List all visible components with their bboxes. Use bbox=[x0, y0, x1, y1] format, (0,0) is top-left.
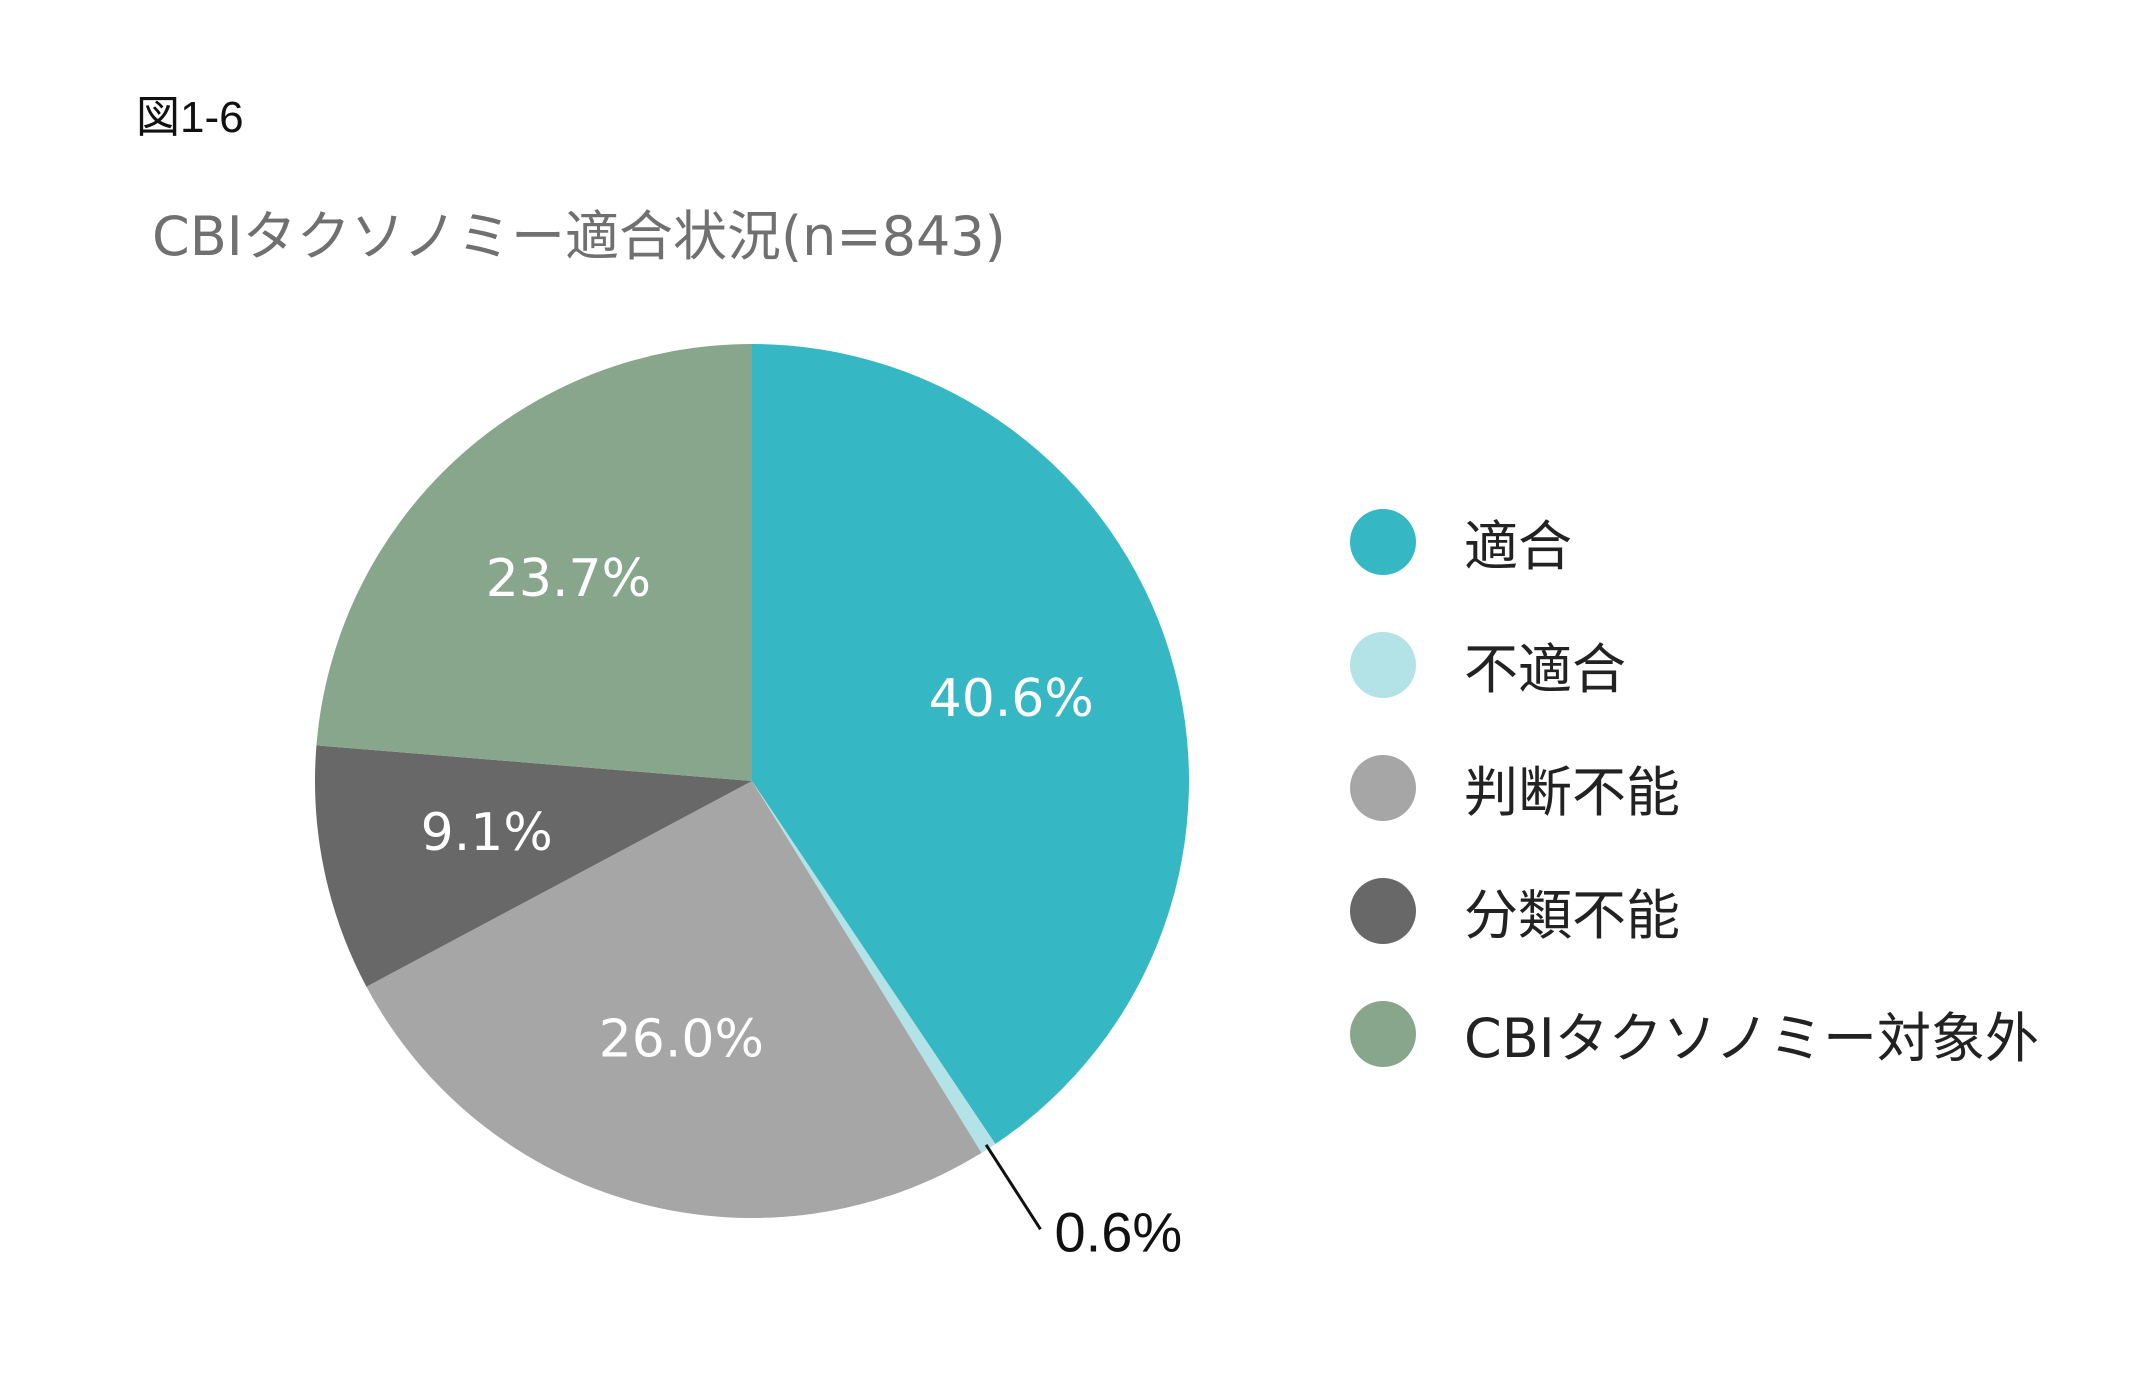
legend-swatch-icon bbox=[1350, 631, 1416, 698]
legend-item-futekigo: 不適合 bbox=[1350, 603, 2110, 726]
legend-item-tekigo: 適合 bbox=[1350, 480, 2110, 603]
pie-labels: 40.6% 0.6% 26.0% 9.1% 23.7% bbox=[421, 549, 1182, 1264]
chart-title: CBIタクソノミー適合状況(n=843) bbox=[152, 205, 1006, 268]
slice-data-label: 26.0% bbox=[599, 1010, 764, 1070]
legend-swatch-icon bbox=[1350, 877, 1416, 944]
legend-item-bunrui-funou: 分類不能 bbox=[1350, 849, 2110, 972]
pie-slice bbox=[366, 781, 982, 1219]
slice-data-label: 40.6% bbox=[929, 669, 1094, 729]
pie-slice bbox=[752, 781, 996, 1153]
legend-label: 不適合 bbox=[1464, 638, 1626, 701]
legend-label: 適合 bbox=[1464, 515, 1572, 578]
legend-swatch-icon bbox=[1350, 754, 1416, 821]
legend-label: 判断不能 bbox=[1464, 761, 1680, 824]
pie-slice bbox=[752, 344, 1189, 1144]
legend-item-taisho-gai: CBIタクソノミー対象外 bbox=[1350, 972, 2110, 1095]
slice-data-label: 9.1% bbox=[421, 803, 553, 863]
pie-slices bbox=[315, 344, 1189, 1219]
pie-slice bbox=[315, 745, 752, 987]
legend-label: CBIタクソノミー対象外 bbox=[1464, 1007, 2040, 1070]
leader-line bbox=[984, 1144, 1042, 1231]
legend-label: 分類不能 bbox=[1464, 884, 1680, 947]
slice-data-label: 23.7% bbox=[486, 549, 651, 609]
pie-slice bbox=[316, 344, 752, 781]
legend-swatch-icon bbox=[1350, 1000, 1416, 1067]
slice-data-label: 0.6% bbox=[1054, 1200, 1182, 1263]
legend-swatch-icon bbox=[1350, 508, 1416, 575]
figure-label: 図1-6 bbox=[136, 93, 244, 142]
legend: 適合 不適合 判断不能 分類不能 CBIタクソノミー対象外 bbox=[1350, 480, 2110, 1095]
legend-item-handan-funou: 判断不能 bbox=[1350, 726, 2110, 849]
